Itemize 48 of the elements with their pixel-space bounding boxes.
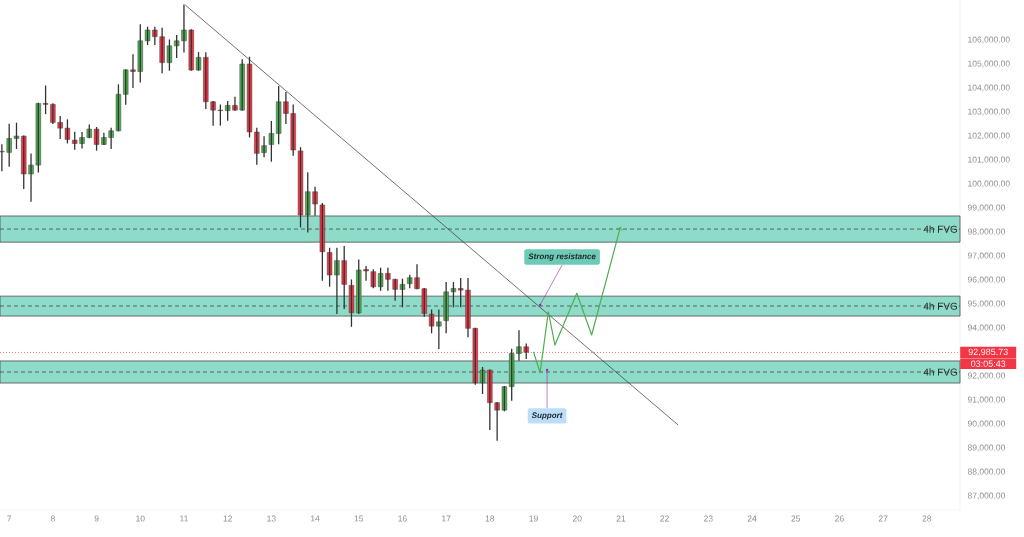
band-label: 4h FVG <box>923 368 958 376</box>
x-tick-label: 9 <box>94 515 99 522</box>
x-tick-label: 20 <box>572 515 582 522</box>
x-tick-label: 24 <box>747 515 757 522</box>
x-tick-label: 26 <box>835 515 844 522</box>
y-tick-label: 101,000.00 <box>968 156 1010 164</box>
y-tick-label: 106,000.00 <box>968 36 1010 44</box>
y-tick-label: 91,000.00 <box>967 396 1006 404</box>
ref-line-label: 92,985.73 <box>968 348 1008 357</box>
x-tick-label: 22 <box>660 515 669 522</box>
x-tick-label: 16 <box>398 515 407 522</box>
x-tick-label: 28 <box>922 515 932 522</box>
y-tick-label: 97,000.00 <box>967 252 1006 260</box>
x-tick-label: 25 <box>791 515 801 522</box>
annotation: Strong resistance <box>528 253 596 261</box>
y-tick-label: 87,000.00 <box>967 492 1006 500</box>
x-tick-label: 19 <box>529 515 538 522</box>
annotation: Support <box>531 412 563 420</box>
y-tick-label: 92,000.00 <box>967 372 1006 380</box>
x-tick-label: 15 <box>354 515 364 522</box>
x-tick-label: 27 <box>878 515 888 522</box>
y-tick-label: 95,000.00 <box>967 300 1006 308</box>
y-tick-label: 104,000.00 <box>968 84 1010 92</box>
band-label: 4h FVG <box>923 225 958 233</box>
y-tick-label: 90,000.00 <box>967 420 1006 428</box>
x-tick-label: 14 <box>310 515 320 522</box>
x-tick-label: 11 <box>180 515 188 522</box>
x-tick-label: 18 <box>485 515 495 522</box>
x-tick-label: 17 <box>442 515 451 522</box>
y-tick-label: 99,000.00 <box>967 204 1006 212</box>
y-tick-label: 96,000.00 <box>967 276 1006 284</box>
x-tick-label: 21 <box>616 515 626 522</box>
y-tick-label: 89,000.00 <box>967 444 1006 452</box>
x-tick-label: 13 <box>267 515 276 522</box>
y-tick-label: 102,000.00 <box>968 132 1010 140</box>
y-tick-label: 103,000.00 <box>968 108 1010 116</box>
x-tick-label: 23 <box>704 515 713 522</box>
y-tick-label: 94,000.00 <box>967 324 1006 332</box>
y-tick-label: 88,000.00 <box>967 468 1006 476</box>
y-tick-label: 105,000.00 <box>968 60 1010 68</box>
candlestick <box>268 121 275 162</box>
x-tick-label: 8 <box>50 515 55 522</box>
x-tick-label: 12 <box>223 515 232 522</box>
x-tick-label: 10 <box>136 515 145 522</box>
y-tick-label: 98,000.00 <box>967 228 1006 236</box>
y-tick-label: 100,000.00 <box>968 180 1010 188</box>
x-tick-label: 7 <box>7 515 12 522</box>
text: 03:05:43 <box>971 360 1006 367</box>
